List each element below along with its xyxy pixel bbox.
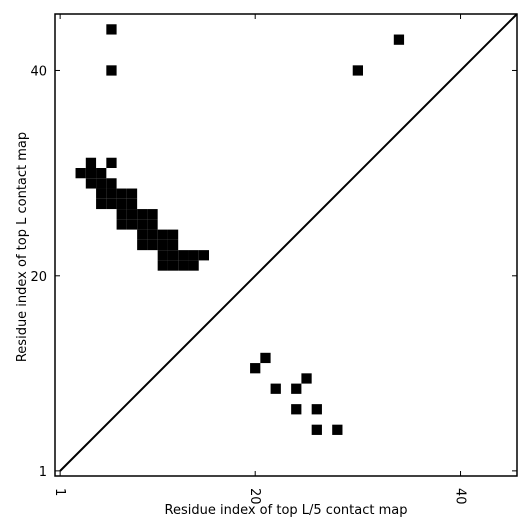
contact-cell-upper [96, 168, 107, 179]
contact-cell-lower [301, 373, 312, 384]
contact-cell-upper [85, 168, 97, 179]
contact-cell-upper [167, 229, 179, 240]
diagonal-line [59, 13, 518, 472]
contact-cell-upper [96, 188, 107, 199]
contact-cell-upper [167, 250, 179, 261]
contact-cell-upper [198, 250, 209, 261]
x-tick-label: 20 [247, 488, 262, 505]
contact-cell-upper [116, 219, 127, 230]
contact-cell-upper [157, 260, 168, 271]
contact-cell-upper [178, 250, 189, 261]
contact-cell-upper [393, 34, 405, 45]
contact-cell-upper [116, 209, 127, 220]
y-tick-label: 1 [39, 465, 47, 480]
contact-cell-upper [126, 219, 138, 230]
contact-cell-lower [250, 363, 261, 374]
contact-cell-upper [106, 178, 117, 189]
contact-cell-lower [260, 352, 271, 364]
cells-layer [75, 24, 405, 435]
contact-cell-upper [137, 209, 148, 220]
contact-cell-upper [75, 168, 86, 179]
contact-cell-upper [188, 250, 199, 261]
contact-cell-upper [96, 178, 107, 189]
contact-cell-upper [106, 24, 117, 35]
contact-cell-upper [167, 260, 179, 271]
y-axis-label: Residue index of top L contact map [15, 132, 30, 362]
contact-cell-upper [147, 219, 158, 230]
contact-cell-upper [85, 178, 97, 189]
contact-cell-upper [116, 198, 127, 210]
contact-cell-upper [147, 239, 158, 251]
contact-cell-lower [270, 383, 281, 394]
x-tick-label: 40 [453, 488, 468, 505]
contact-cell-upper [106, 65, 117, 76]
contact-cell-upper [157, 239, 168, 251]
contact-cell-upper [188, 260, 199, 271]
contact-cell-upper [126, 198, 138, 210]
contact-cell-lower [311, 404, 322, 415]
contact-cell-lower [311, 424, 322, 435]
y-tick-label: 20 [30, 270, 47, 285]
contact-cell-upper [106, 157, 117, 168]
contact-cell-upper [178, 260, 189, 271]
contact-cell-lower [291, 383, 302, 394]
contact-cell-upper [147, 229, 158, 240]
contact-cell-upper [167, 239, 179, 251]
contact-cell-upper [126, 209, 138, 220]
contact-cell-upper [137, 229, 148, 240]
plot-frame [54, 13, 518, 477]
contact-cell-upper [85, 157, 97, 168]
x-tick-label: 1 [52, 488, 67, 496]
contact-cell-upper [106, 188, 117, 199]
contact-cell-upper [106, 198, 117, 210]
contact-cell-upper [147, 209, 158, 220]
contact-cell-upper [157, 229, 168, 240]
ticks-layer: 1 20 40 1 20 40 [30, 14, 517, 505]
contact-cell-lower [332, 424, 343, 435]
contact-cell-upper [157, 250, 168, 261]
contact-cell-upper [137, 219, 148, 230]
contact-cell-upper [96, 198, 107, 210]
x-axis-label: Residue index of top L/5 contact map [165, 503, 408, 518]
contact-cell-lower [291, 404, 302, 415]
contact-cell-upper [116, 188, 127, 199]
contact-cell-upper [137, 239, 148, 251]
contact-cell-upper [352, 65, 363, 76]
y-tick-label: 40 [30, 64, 47, 79]
contact-cell-upper [126, 188, 138, 199]
